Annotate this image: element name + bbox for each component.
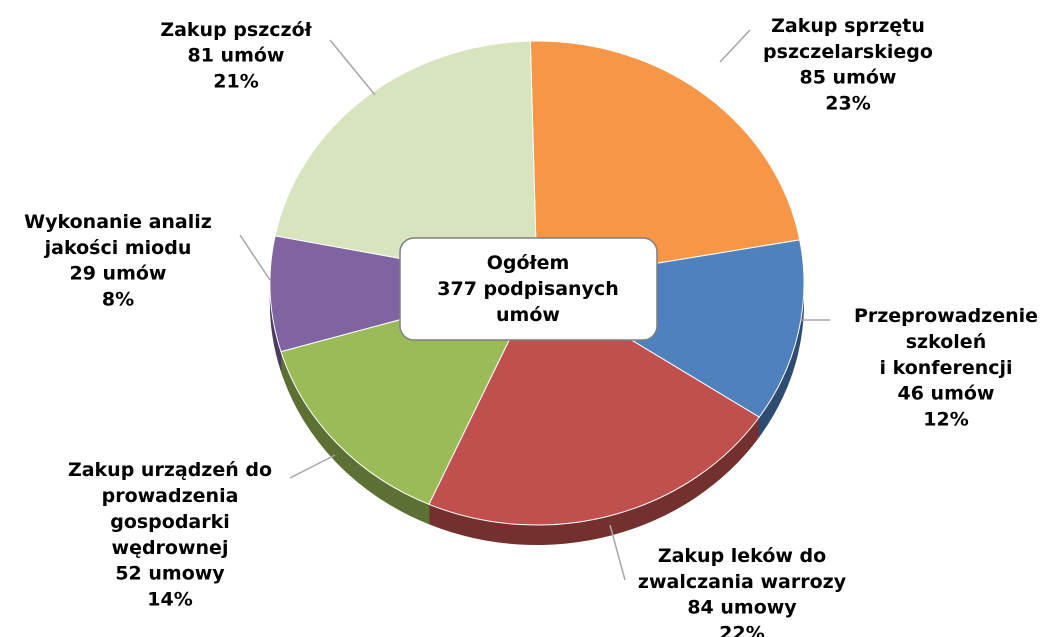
center-label: Ogółem 377 podpisanych umów bbox=[437, 252, 618, 326]
leader-line bbox=[609, 524, 626, 581]
percent-label: 23% bbox=[825, 93, 870, 115]
slice bbox=[428, 282, 760, 526]
count-label: 85 umów bbox=[800, 67, 897, 89]
category-label: Wykonanie analiz jakości miodu bbox=[24, 211, 212, 259]
category-label: Zakup leków do zwalczania warrozy bbox=[638, 545, 847, 593]
category-label: Zakup sprzętu pszczelarskiego bbox=[763, 15, 933, 63]
count-label: 29 umów bbox=[70, 263, 167, 285]
percent-label: 12% bbox=[923, 409, 968, 431]
count-label: 84 umowy bbox=[687, 597, 797, 619]
slice bbox=[274, 40, 538, 284]
percent-label: 22% bbox=[719, 623, 764, 637]
category-label: Zakup pszczół bbox=[160, 19, 312, 41]
leader-line bbox=[719, 29, 751, 63]
slice bbox=[529, 40, 801, 284]
center-box bbox=[399, 237, 658, 341]
percent-label: 14% bbox=[147, 589, 192, 611]
leader-line bbox=[239, 234, 271, 281]
percent-label: 21% bbox=[213, 71, 258, 93]
percent-label: 8% bbox=[102, 289, 134, 311]
count-label: 81 umów bbox=[188, 45, 285, 67]
category-label: Zakup urządzeń do prowadzenia gospodarki wę… bbox=[68, 459, 272, 559]
leader-line bbox=[329, 39, 376, 96]
count-label: 46 umów bbox=[898, 383, 995, 405]
category-label: Przeprowadzenie szkoleń i konferencji bbox=[854, 305, 1038, 379]
count-label: 52 umowy bbox=[115, 563, 225, 585]
leader-line bbox=[289, 454, 336, 479]
